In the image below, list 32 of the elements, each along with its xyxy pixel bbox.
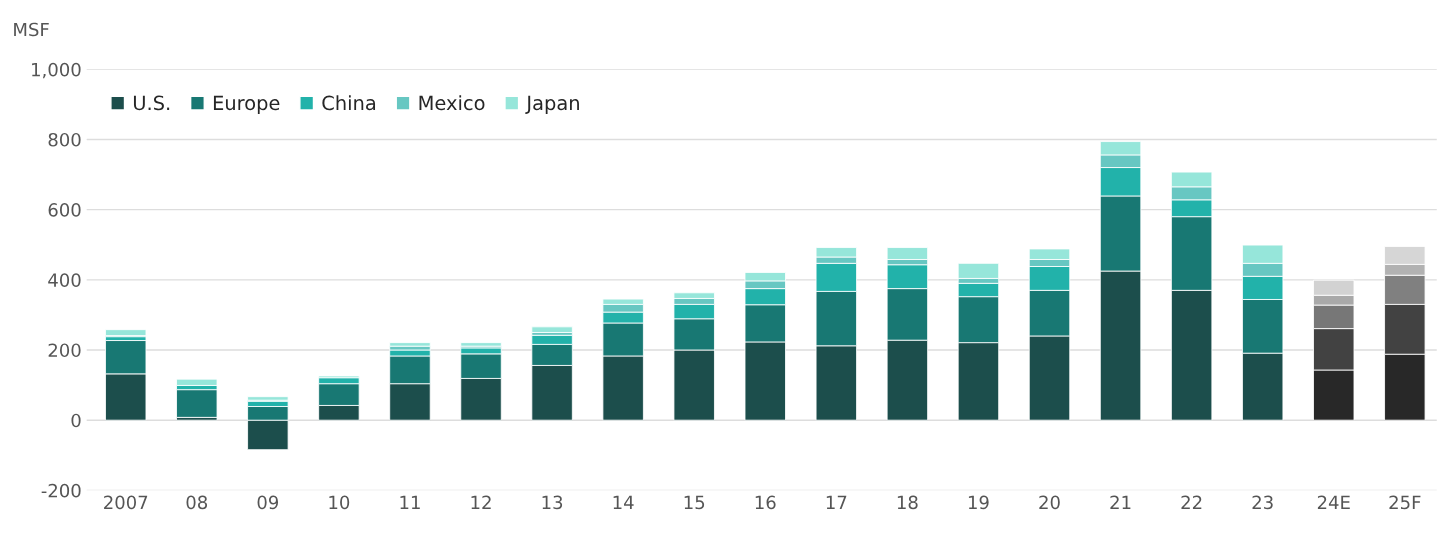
x-tick-label: 2007	[104, 495, 148, 510]
x-tick-label: 11	[400, 495, 420, 509]
y-tick-label: 1,000	[32, 62, 81, 79]
y-tick-label: 200	[48, 343, 81, 358]
x-tick-label: 19	[968, 495, 989, 510]
x-tick-label: 17	[826, 495, 847, 509]
x-tick-label: 08	[186, 495, 208, 510]
x-tick-label: 25F	[1389, 495, 1421, 510]
y-tick-label: 800	[48, 132, 81, 147]
x-tick-label: 13	[542, 495, 563, 510]
legend-label: Mexico	[419, 95, 485, 111]
y-tick-label: -200	[41, 483, 81, 498]
x-tick-label: 16	[755, 495, 776, 510]
x-tick-label: 22	[1181, 495, 1202, 509]
y-tick-label: 0	[71, 413, 81, 428]
x-tick-label: 21	[1110, 495, 1131, 509]
x-tick-label: 09	[257, 495, 279, 510]
x-tick-label: 20	[1039, 495, 1060, 510]
y-tick-label: 600	[48, 203, 81, 217]
legend-label: U.S.	[133, 95, 170, 111]
legend-label: Japan	[525, 95, 579, 115]
x-tick-label: 18	[897, 495, 918, 510]
x-tick-label: 14	[613, 495, 634, 509]
x-tick-label: 24E	[1317, 495, 1350, 509]
y-axis-title: MSF	[14, 22, 49, 37]
x-tick-label: 12	[471, 495, 491, 509]
legend-label: Europe	[213, 95, 280, 115]
legend-label: China	[322, 95, 376, 111]
x-tick-label: 10	[329, 495, 350, 510]
x-tick-label: 15	[684, 495, 705, 510]
x-tick-label: 23	[1252, 495, 1273, 510]
y-tick-label: 400	[48, 273, 81, 287]
